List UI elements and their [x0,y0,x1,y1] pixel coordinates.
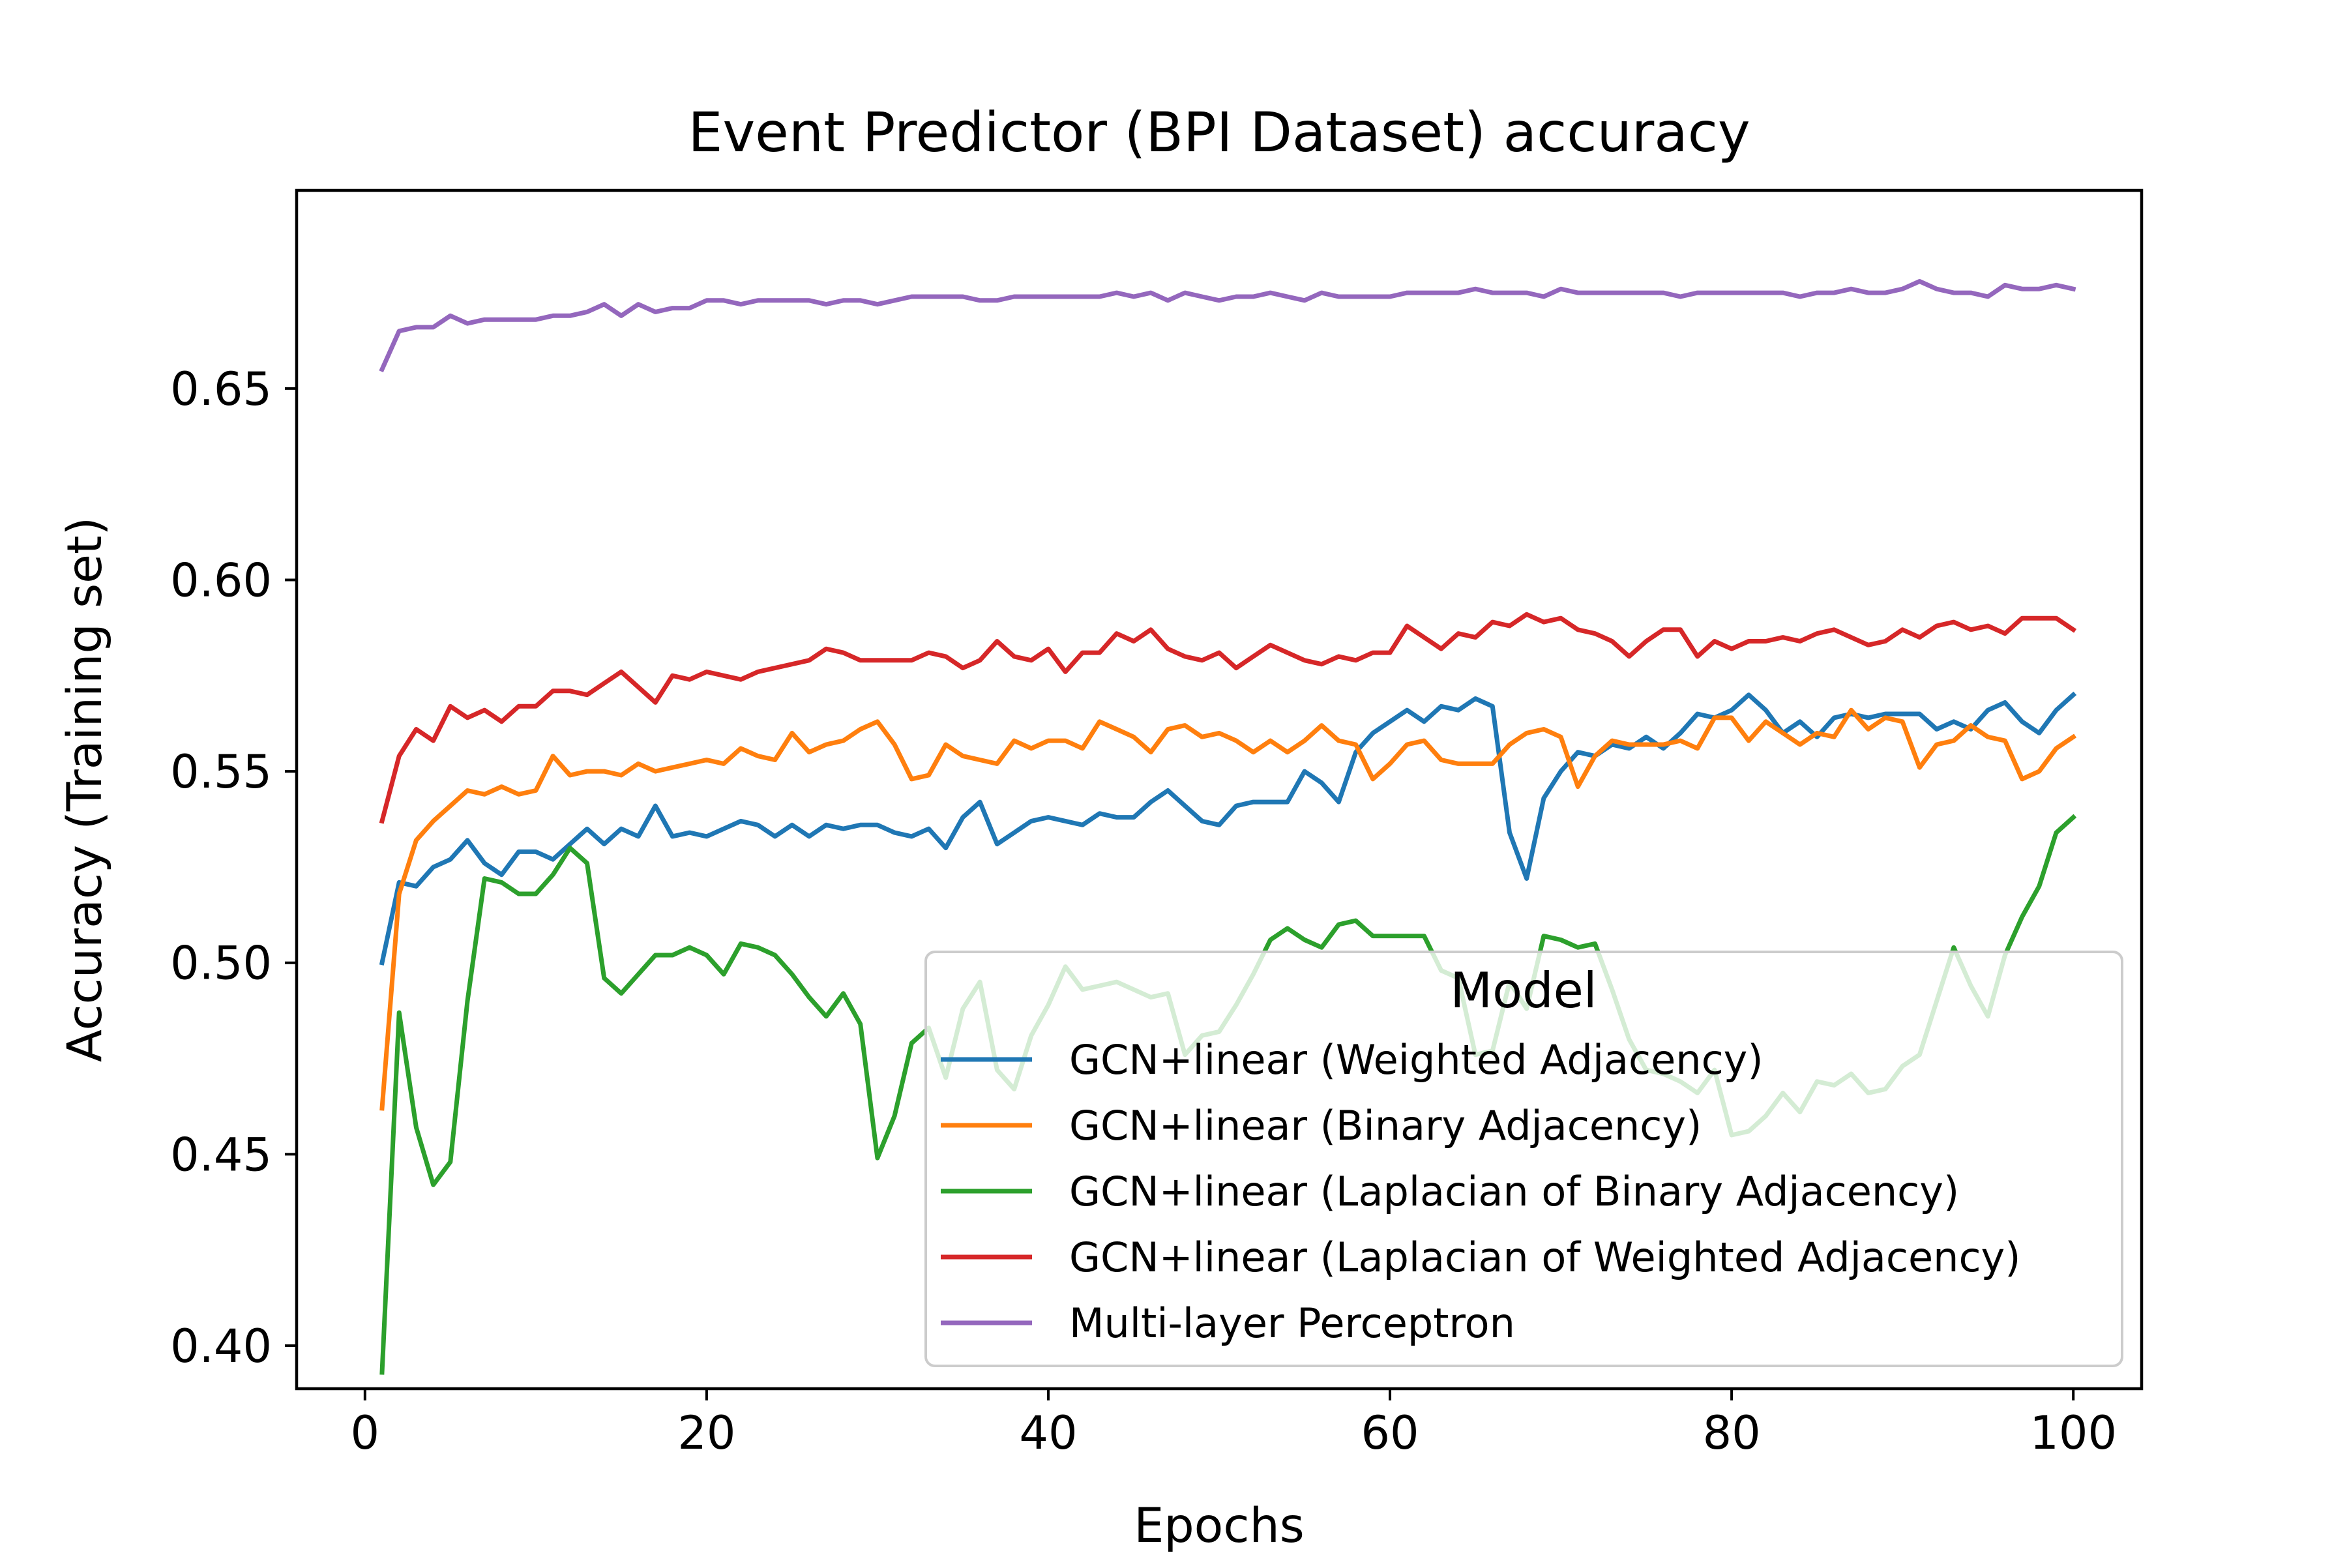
x-tick-label: 0 [351,1406,380,1460]
y-tick-label: 0.65 [170,362,272,416]
series-line-1 [379,691,2077,966]
x-tick-label: 60 [1361,1406,1419,1460]
series-line-4 [379,612,2077,824]
y-tick-label: 0.55 [170,745,272,799]
legend-label-1: GCN+linear (Weighted Adjacency) [1069,1036,1764,1084]
series-line-2 [379,707,2077,1111]
legend-box [924,951,2123,1367]
legend-label-5: Multi-layer Perceptron [1069,1299,1515,1347]
y-axis-label: Accuracy (Training set) [57,517,113,1062]
legend-entries: GCN+linear (Weighted Adjacency) GCN+linea… [941,1036,2020,1347]
y-tick-label: 0.45 [170,1128,272,1181]
y-axis: 0.40 0.45 0.50 0.55 0.60 0.65 [170,362,297,1373]
x-axis-label: Epochs [1134,1498,1305,1554]
legend-label-4: GCN+linear (Laplacian of Weighted Adjace… [1069,1234,2020,1281]
legend-label-3: GCN+linear (Laplacian of Binary Adjacenc… [1069,1168,1959,1215]
chart-title: Event Predictor (BPI Dataset) accuracy [688,100,1750,164]
series-line-5 [379,279,2076,373]
plot-frame [295,188,2144,1391]
legend-label-2: GCN+linear (Binary Adjacency) [1069,1102,1702,1149]
legend: Model GCN+linear (Weighted Adjacency)GCN… [924,951,2123,1367]
x-tick-label: 100 [2030,1406,2117,1460]
y-tick-label: 0.40 [170,1320,272,1373]
x-axis: 0 20 40 60 80 100 [351,1389,2117,1460]
y-tick-label: 0.50 [170,937,272,990]
legend-title: Model [1450,962,1597,1019]
x-tick-label: 80 [1703,1406,1761,1460]
x-tick-label: 40 [1019,1406,1077,1460]
y-tick-label: 0.60 [170,554,272,607]
x-tick-label: 20 [677,1406,735,1460]
